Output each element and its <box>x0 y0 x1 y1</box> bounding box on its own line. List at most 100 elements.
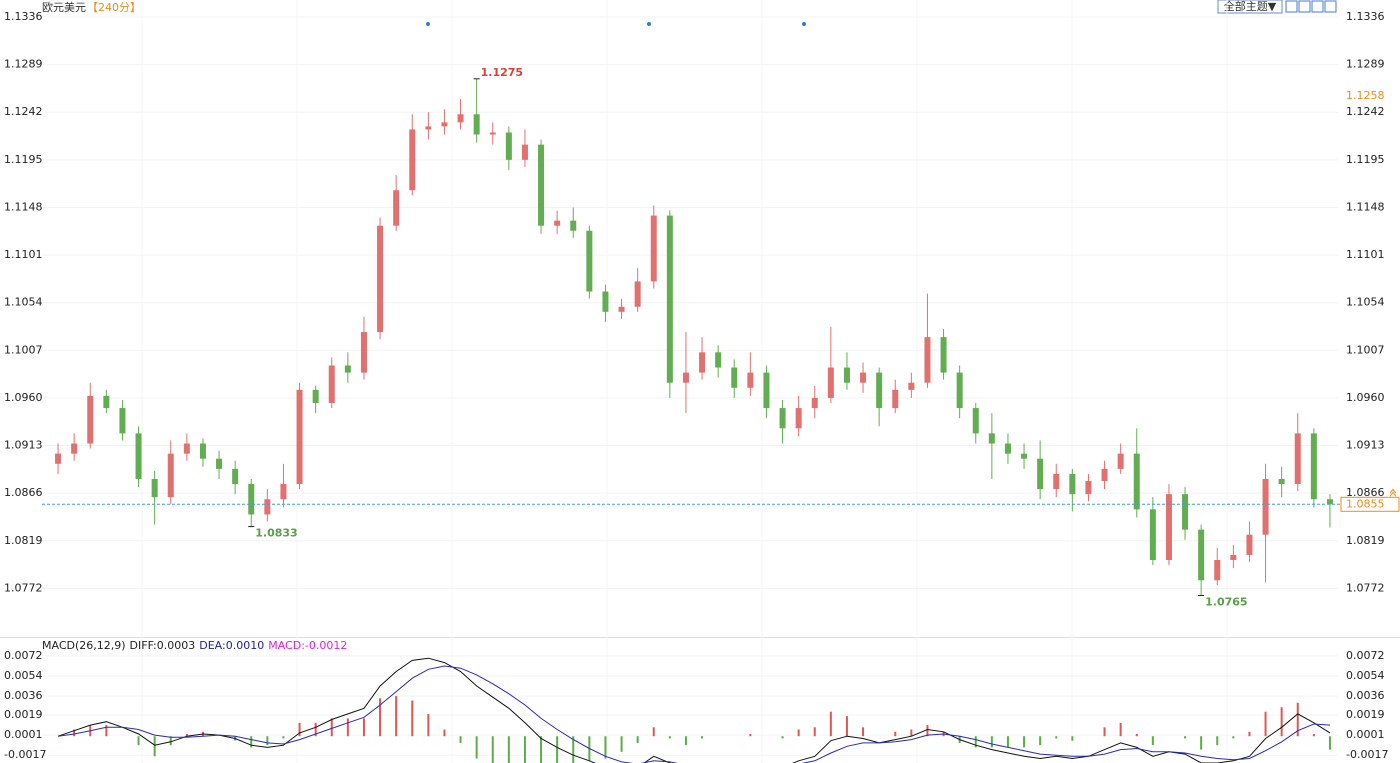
event-dot[interactable] <box>802 22 806 26</box>
candle-body <box>505 132 512 160</box>
macd-bar <box>862 727 865 737</box>
candle-body <box>956 372 963 409</box>
candle-body <box>1037 458 1044 490</box>
candle-body <box>1214 560 1221 581</box>
macd-tick-label-right: 0.0001 <box>1346 728 1385 741</box>
y-tick-label: 1.0866 <box>4 486 43 499</box>
macd-bar <box>346 718 349 737</box>
candle-body <box>554 220 561 226</box>
candle-body <box>699 352 706 373</box>
macd-bar <box>379 698 382 737</box>
event-dot[interactable] <box>647 22 651 26</box>
candle-body <box>972 408 979 434</box>
extreme-label: 1.0833 <box>255 527 297 540</box>
macd-bar <box>298 722 301 737</box>
macd-tick-label: 0.0036 <box>4 689 43 702</box>
macd-bar <box>1200 736 1203 750</box>
candle-body <box>264 499 271 515</box>
ref-price-tag <box>1341 89 1399 104</box>
macd-bar <box>105 725 108 737</box>
macd-bar <box>781 736 784 739</box>
y-tick-label: 1.0772 <box>4 581 43 594</box>
candle-body <box>1165 494 1172 561</box>
candle-body <box>87 395 94 444</box>
macd-bar <box>1184 736 1187 739</box>
candle-body <box>876 372 883 409</box>
candle-body <box>715 352 722 368</box>
candle-body <box>860 372 867 383</box>
macd-bar <box>572 736 575 763</box>
y-tick-label-right: 1.0819 <box>1346 534 1385 547</box>
macd-bar <box>894 731 897 737</box>
macd-bar <box>507 736 510 763</box>
y-tick-label-right: 1.1101 <box>1346 248 1385 261</box>
event-dot[interactable] <box>426 22 430 26</box>
macd-bar <box>1039 736 1042 746</box>
macd-legend: MACD:-0.0012 <box>268 639 347 652</box>
y-tick-label-right: 1.0913 <box>1346 439 1385 452</box>
tool-icon[interactable] <box>1324 0 1337 13</box>
toolbar: 全部主题▼ <box>1217 0 1337 14</box>
macd-bar <box>185 734 188 737</box>
candle-body <box>280 484 287 500</box>
y-tick-label: 1.1007 <box>4 343 43 356</box>
macd-bar <box>1264 711 1267 737</box>
candle-body <box>1133 453 1140 510</box>
candle-body <box>457 114 464 123</box>
theme-button-frame[interactable] <box>1217 0 1283 14</box>
candle-body <box>167 453 174 498</box>
candle-body <box>1004 443 1011 454</box>
y-tick-label-right: 1.1289 <box>1346 58 1385 71</box>
candle-body <box>183 443 190 454</box>
macd-bar <box>540 736 543 763</box>
macd-bar <box>1248 731 1251 737</box>
y-tick-label-right: 1.1336 <box>1346 10 1385 23</box>
extreme-label: 1.1275 <box>481 66 523 79</box>
candle-body <box>296 389 303 485</box>
macd-tick-label-right: 0.0019 <box>1346 708 1385 721</box>
macd-bar <box>1280 707 1283 737</box>
tool-icon[interactable] <box>1298 0 1311 13</box>
chart-title: 欧元美元 <box>42 1 86 14</box>
candle-body <box>1101 468 1108 481</box>
candle-body <box>779 408 786 429</box>
candle-body <box>538 144 545 226</box>
candle-body <box>232 468 239 485</box>
candle-body <box>216 458 223 469</box>
candle-body <box>248 484 255 515</box>
candle-body <box>409 129 416 191</box>
candle-body <box>908 382 915 390</box>
candle-body <box>103 395 110 409</box>
candle-body <box>473 114 480 135</box>
candle-body <box>586 230 593 292</box>
macd-bar <box>491 736 494 763</box>
tool-icon[interactable] <box>1311 0 1324 13</box>
y-tick-label: 1.1054 <box>4 296 43 309</box>
macd-panel <box>57 657 1331 763</box>
candle-body <box>570 220 577 231</box>
y-tick-label-right: 1.0960 <box>1346 391 1385 404</box>
macd-bar <box>282 736 285 739</box>
candle-body <box>360 332 367 373</box>
candle-body <box>666 215 673 383</box>
extreme-label: 1.0765 <box>1205 595 1247 608</box>
y-tick-label-right: 1.1242 <box>1346 105 1385 118</box>
candle-body <box>924 337 931 383</box>
macd-bar <box>829 711 832 737</box>
macd-bar <box>395 696 398 737</box>
theme-button[interactable]: 全部主题▼ <box>1224 0 1277 13</box>
macd-bar <box>362 718 365 737</box>
macd-tick-label: 0.0072 <box>4 649 43 662</box>
macd-bar <box>1232 736 1235 739</box>
macd-bar <box>684 736 687 746</box>
macd-bar <box>427 713 430 737</box>
candle-body <box>71 443 78 454</box>
last-price-label: 1.0855 <box>1346 497 1385 510</box>
candle-body <box>328 365 335 403</box>
macd-bar <box>459 736 462 743</box>
candle-body <box>1246 534 1253 555</box>
macd-tick-label-right: -0.0017 <box>1346 748 1388 761</box>
y-tick-label: 1.1289 <box>4 58 43 71</box>
tool-icon[interactable] <box>1285 0 1298 13</box>
macd-bar <box>749 734 752 737</box>
